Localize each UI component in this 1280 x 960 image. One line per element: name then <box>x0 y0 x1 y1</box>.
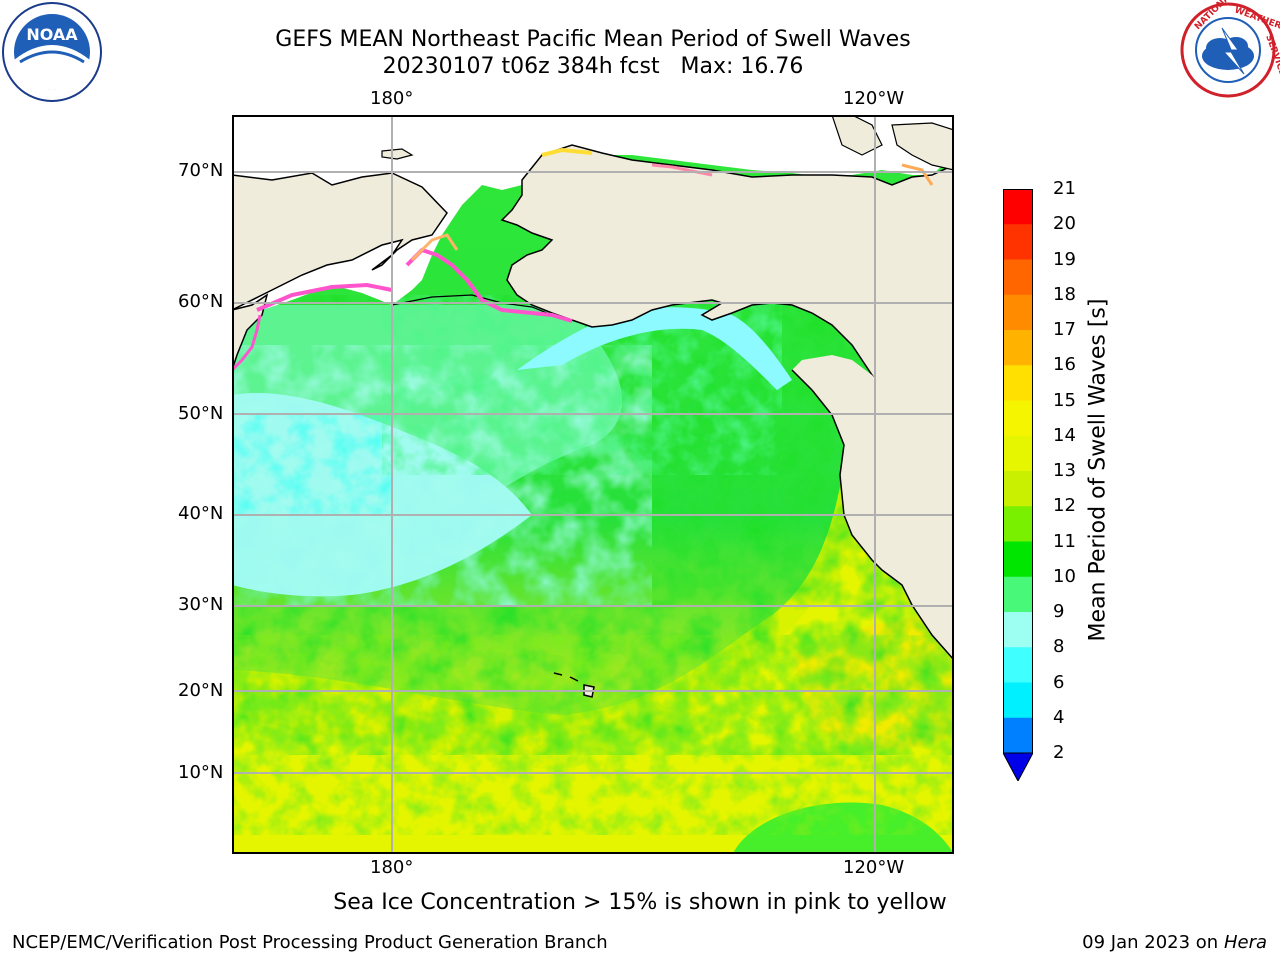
lat-label-20n: 20°N <box>178 680 224 701</box>
colorbar-tick-label: 6 <box>1053 671 1065 693</box>
colorbar-tick-label: 14 <box>1053 424 1076 446</box>
lat-label-10n: 10°N <box>178 762 224 783</box>
colorbar-extend-triangle <box>1002 752 1034 783</box>
colorbar-tick-label: 18 <box>1053 283 1076 305</box>
colorbar-tick-label: 16 <box>1053 354 1076 376</box>
lon-label-180-bottom: 180° <box>370 857 414 878</box>
colorbar-swatch <box>1003 224 1033 260</box>
lat-label-60n: 60°N <box>178 291 224 312</box>
colorbar <box>1002 188 1034 783</box>
footer-date-text: 09 Jan 2023 on <box>1082 932 1224 953</box>
colorbar-swatch <box>1003 330 1033 366</box>
lon-label-180-top: 180° <box>370 88 414 109</box>
colorbar-title: Mean Period of Swell Waves [s] <box>1085 298 1111 642</box>
chart-subtitle: 20230107 t06z 384h fcst Max: 16.76 <box>382 54 804 79</box>
colorbar-swatch <box>1003 365 1033 401</box>
colorbar-tick-label: 13 <box>1053 460 1076 481</box>
colorbar-tick-label: 15 <box>1053 389 1076 411</box>
colorbar-swatch <box>1003 400 1033 437</box>
colorbar-tick-label: 8 <box>1053 636 1065 658</box>
colorbar-swatch <box>1003 471 1033 507</box>
colorbar-swatch <box>1003 435 1033 472</box>
footer-credit: NCEP/EMC/Verification Post Processing Pr… <box>12 932 608 953</box>
colorbar-swatch <box>1003 506 1033 542</box>
nws-logo: NATIONAL WEATHER SERVICE <box>1174 0 1280 100</box>
noaa-logo: NOAA <box>0 0 104 110</box>
colorbar-swatch <box>1003 717 1033 754</box>
colorbar-swatch <box>1003 189 1033 225</box>
colorbar-tick-label: 11 <box>1053 530 1076 552</box>
colorbar-tick-label: 20 <box>1053 213 1076 235</box>
sea-ice-note: Sea Ice Concentration > 15% is shown in … <box>333 890 947 915</box>
map-panel <box>232 115 954 854</box>
colorbar-swatch <box>1003 612 1033 648</box>
colorbar-swatch <box>1003 647 1033 683</box>
noaa-logo-text: NOAA <box>26 25 78 44</box>
lat-label-40n: 40°N <box>178 503 224 524</box>
colorbar-tick-label: 17 <box>1053 319 1076 340</box>
chart-title: GEFS MEAN Northeast Pacific Mean Period … <box>275 27 911 52</box>
lat-label-70n: 70°N <box>178 160 224 181</box>
lat-label-30n: 30°N <box>178 594 224 615</box>
footer-date: 09 Jan 2023 on Hera <box>1082 932 1267 953</box>
lon-label-120w-bottom: 120°W <box>843 857 905 878</box>
colorbar-swatch <box>1003 259 1033 296</box>
lon-label-120w-top: 120°W <box>843 88 905 109</box>
footer-host: Hera <box>1223 932 1267 953</box>
colorbar-tick-label: 4 <box>1053 706 1065 728</box>
colorbar-tick-label: 9 <box>1053 601 1065 622</box>
colorbar-tick-label: 10 <box>1053 565 1076 587</box>
colorbar-tick-label: 21 <box>1053 178 1076 199</box>
colorbar-tick-label: 19 <box>1053 248 1076 270</box>
lat-label-50n: 50°N <box>178 403 224 424</box>
colorbar-swatch <box>1003 541 1033 578</box>
colorbar-swatch <box>1003 294 1033 331</box>
colorbar-tick-label: 2 <box>1053 742 1065 763</box>
colorbar-tick-label: 12 <box>1053 495 1076 517</box>
colorbar-swatch <box>1003 576 1033 613</box>
map-gridlines <box>232 115 954 854</box>
colorbar-swatch <box>1003 682 1033 719</box>
